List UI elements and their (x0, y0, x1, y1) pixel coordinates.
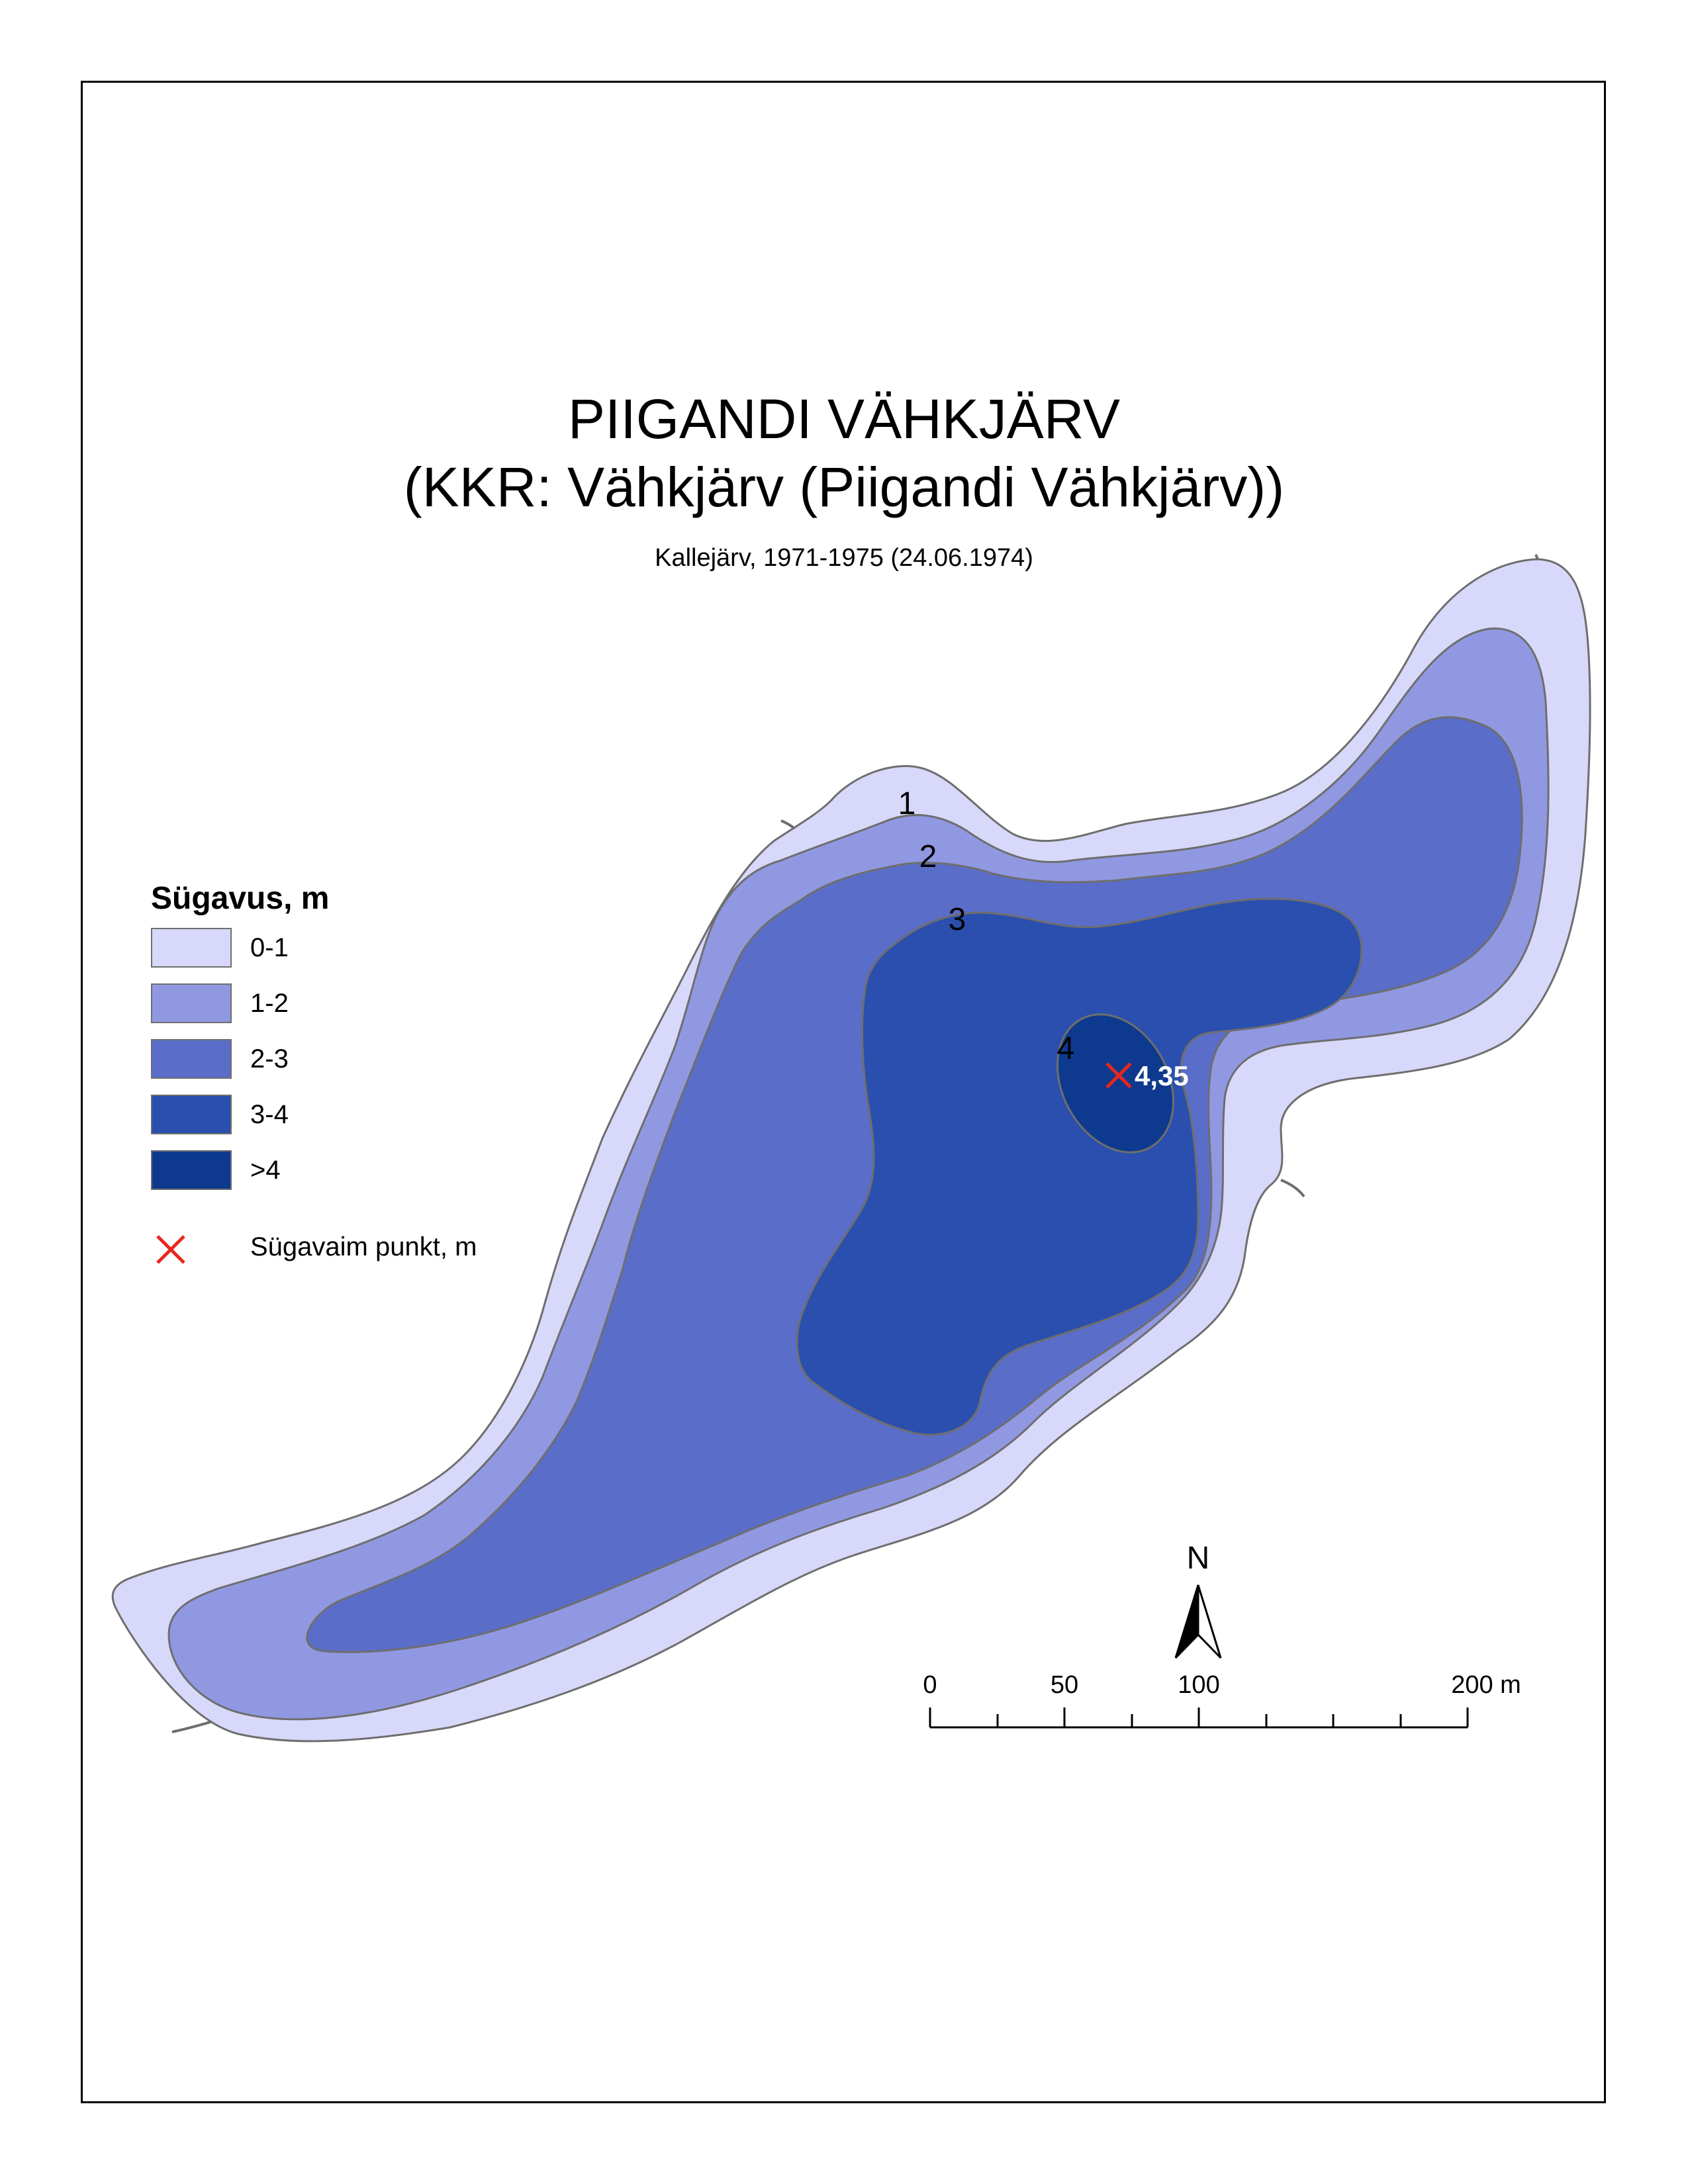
deepest-point-legend-label: Sügavaim punkt, m (250, 1232, 477, 1261)
depth-zone-gt4 (1056, 1013, 1175, 1154)
legend-label: 2-3 (250, 1044, 289, 1073)
map-subtitle: (KKR: Vähkjärv (Piigandi Vähkjärv)) (403, 456, 1285, 518)
legend-label: 0-1 (250, 933, 289, 962)
scale-bar (929, 1707, 1469, 1729)
legend-swatch (151, 1039, 232, 1079)
map-frame (81, 81, 1606, 2103)
depth-zone-3-4 (796, 897, 1363, 1436)
shore-stub (1280, 1179, 1305, 1198)
survey-source: Kallejärv, 1971-1975 (24.06.1974) (655, 544, 1033, 572)
legend-swatch (151, 1095, 232, 1134)
north-arrow-icon (1174, 1584, 1222, 1659)
scale-label-0: 0 (923, 1671, 937, 1699)
scale-label-100: 100 (1178, 1671, 1219, 1699)
deepest-point-legend-icon (156, 1235, 185, 1264)
contour-label-2: 2 (919, 839, 937, 874)
legend-label: 3-4 (250, 1100, 289, 1129)
deepest-point-marker (1105, 1062, 1132, 1089)
legend-swatch (151, 1150, 232, 1190)
map-title: PIIGANDI VÄHKJÄRV (567, 388, 1120, 450)
legend-swatch (151, 983, 232, 1023)
legend-title: Sügavus, m (151, 881, 330, 916)
legend-label: >4 (250, 1156, 281, 1185)
contour-label-4: 4 (1057, 1031, 1075, 1066)
deepest-point-value: 4,35 (1135, 1060, 1189, 1091)
contour-label-1: 1 (898, 786, 916, 821)
scale-label-200m: 200 m (1451, 1671, 1521, 1699)
legend-label: 1-2 (250, 989, 289, 1018)
contour-label-3: 3 (949, 902, 966, 937)
legend-swatch (151, 928, 232, 968)
scale-label-50: 50 (1051, 1671, 1078, 1699)
north-arrow-label: N (1187, 1541, 1210, 1576)
